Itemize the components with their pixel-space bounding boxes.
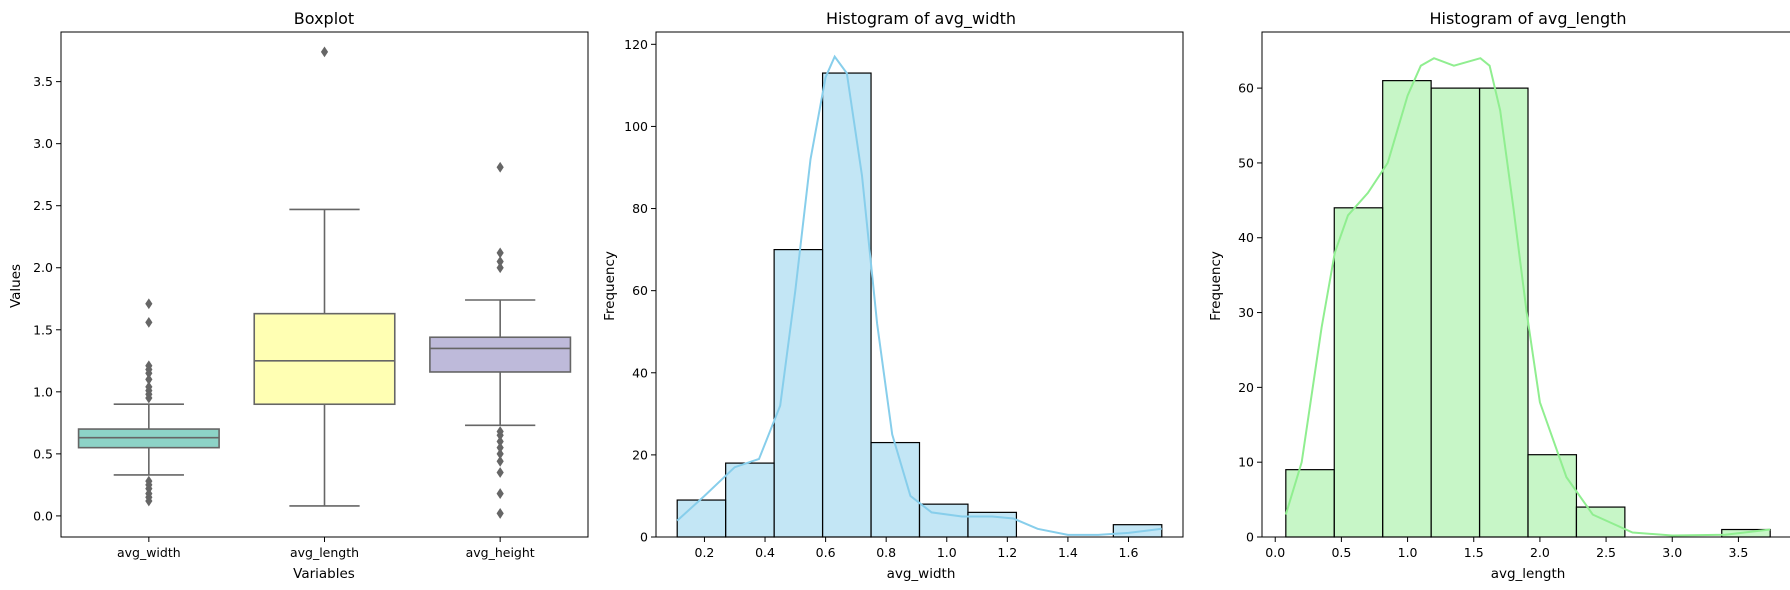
histogram-bar <box>1285 469 1335 538</box>
outlier-point <box>496 436 504 447</box>
outlier-point <box>496 508 504 519</box>
outlier-point <box>145 381 153 393</box>
histogram-bar <box>1333 207 1384 538</box>
y-tick-label: 10 <box>1238 455 1254 470</box>
outlier-point <box>145 374 153 385</box>
y-tick-label: 120 <box>624 37 648 52</box>
outlier-point <box>320 46 329 58</box>
x-tick-label: 2.0 <box>1530 545 1550 560</box>
outlier-point <box>496 426 504 437</box>
y-tick-label: 0 <box>1246 530 1254 545</box>
histogram-width-panel: Histogram of avg_width Frequency avg_wid… <box>602 9 1184 582</box>
x-tick-label: avg_length <box>290 545 359 560</box>
histogram-width-frame <box>655 31 1184 538</box>
histogram-bar <box>1478 87 1529 538</box>
histogram-bar <box>1430 87 1481 538</box>
x-tick-label: 3.5 <box>1728 545 1748 560</box>
boxplot-title: Boxplot <box>294 9 354 28</box>
x-tick-label: 0.8 <box>876 545 896 560</box>
x-tick-label: 0.0 <box>1265 545 1285 560</box>
x-tick-label: avg_height <box>466 545 535 560</box>
y-tick-label: 30 <box>1238 305 1254 320</box>
outlier-point <box>496 256 504 267</box>
histogram-length-y-label: Frequency <box>1208 251 1224 321</box>
boxplot-x-label: Variables <box>293 566 355 582</box>
y-tick-label: 40 <box>632 365 648 380</box>
y-tick-label: 0.5 <box>33 446 53 461</box>
histogram-bar <box>870 441 921 538</box>
box-avg_length <box>253 312 396 406</box>
histogram-bar <box>676 499 727 538</box>
x-tick-label: 1.6 <box>1119 545 1139 560</box>
histogram-width-title: Histogram of avg_width <box>826 9 1016 29</box>
x-tick-label: 1.4 <box>1058 545 1078 560</box>
outlier-point <box>496 442 504 454</box>
boxplot-y-label: Values <box>8 264 24 308</box>
outlier-point <box>496 455 504 467</box>
boxplot-frame <box>60 31 589 538</box>
outlier-point <box>145 298 153 310</box>
y-tick-label: 100 <box>624 119 648 134</box>
kde-line <box>676 54 1162 536</box>
boxplot-panel: Boxplot Values Variables 0.0 0.5 1.0 1.5 2.0… <box>8 9 589 582</box>
y-tick-label: 0 <box>640 530 648 545</box>
box-avg_height <box>429 336 572 373</box>
kde-line <box>1284 57 1771 537</box>
x-tick-label: 1.0 <box>937 545 957 560</box>
histogram-length-panel: Histogram of avg_length Frequency avg_le… <box>1208 9 1790 582</box>
x-tick-label: avg_width <box>117 545 181 560</box>
y-tick-label: 50 <box>1238 155 1254 170</box>
x-tick-label: 1.5 <box>1464 545 1484 560</box>
x-tick-label: 0.5 <box>1331 545 1351 560</box>
outlier-point <box>496 247 504 259</box>
y-tick-label: 3.5 <box>33 74 53 89</box>
outlier-point <box>496 161 504 173</box>
y-tick-label: 80 <box>632 201 648 216</box>
y-tick-label: 20 <box>632 447 648 462</box>
y-tick-label: 20 <box>1238 380 1254 395</box>
histogram-length-frame <box>1261 31 1790 538</box>
histogram-length-title: Histogram of avg_length <box>1429 9 1626 29</box>
outlier-point <box>496 448 504 460</box>
histogram-bar <box>1527 454 1578 538</box>
x-tick-label: 2.5 <box>1596 545 1616 560</box>
histogram-width-y-label: Frequency <box>602 251 618 321</box>
y-tick-label: 3.0 <box>33 136 53 151</box>
y-tick-label: 2.0 <box>33 260 53 275</box>
x-tick-label: 0.4 <box>755 545 775 560</box>
outlier-point <box>496 262 504 274</box>
y-tick-label: 2.5 <box>33 198 53 213</box>
histogram-length-plot-area: 0.0 0.5 1.0 1.5 2.0 2.5 3.0 3.5 0 10 20 30 40 50 60 <box>1238 57 1771 560</box>
histogram-width-plot-area: 0.2 0.4 0.6 0.8 1.0 1.2 1.4 1.6 0 20 40 60 80 100 120 <box>624 37 1163 560</box>
x-tick-label: 0.2 <box>695 545 715 560</box>
y-tick-label: 40 <box>1238 230 1254 245</box>
outlier-point <box>145 360 153 372</box>
histogram-width-x-label: avg_width <box>887 566 956 582</box>
histogram-bar <box>725 462 775 538</box>
y-tick-label: 60 <box>1238 81 1254 96</box>
boxplot-plot-area: 0.0 0.5 1.0 1.5 2.0 2.5 3.0 3.5 avg_width avg_len… <box>33 46 572 560</box>
y-tick-label: 0.0 <box>33 508 53 523</box>
outlier-point <box>145 316 153 328</box>
histogram-bar <box>1382 80 1432 538</box>
x-tick-label: 1.2 <box>997 545 1017 560</box>
y-tick-label: 60 <box>632 283 648 298</box>
x-tick-label: 0.6 <box>816 545 836 560</box>
histogram-bar <box>1575 506 1626 538</box>
x-tick-label: 3.0 <box>1662 545 1682 560</box>
y-tick-label: 1.5 <box>33 322 53 337</box>
y-tick-label: 1.0 <box>33 384 53 399</box>
histogram-bar <box>821 72 872 538</box>
outlier-point <box>496 488 504 499</box>
histogram-length-x-label: avg_length <box>1491 566 1566 582</box>
x-tick-label: 1.0 <box>1398 545 1418 560</box>
outlier-point <box>496 467 504 478</box>
outlier-point <box>145 475 153 487</box>
